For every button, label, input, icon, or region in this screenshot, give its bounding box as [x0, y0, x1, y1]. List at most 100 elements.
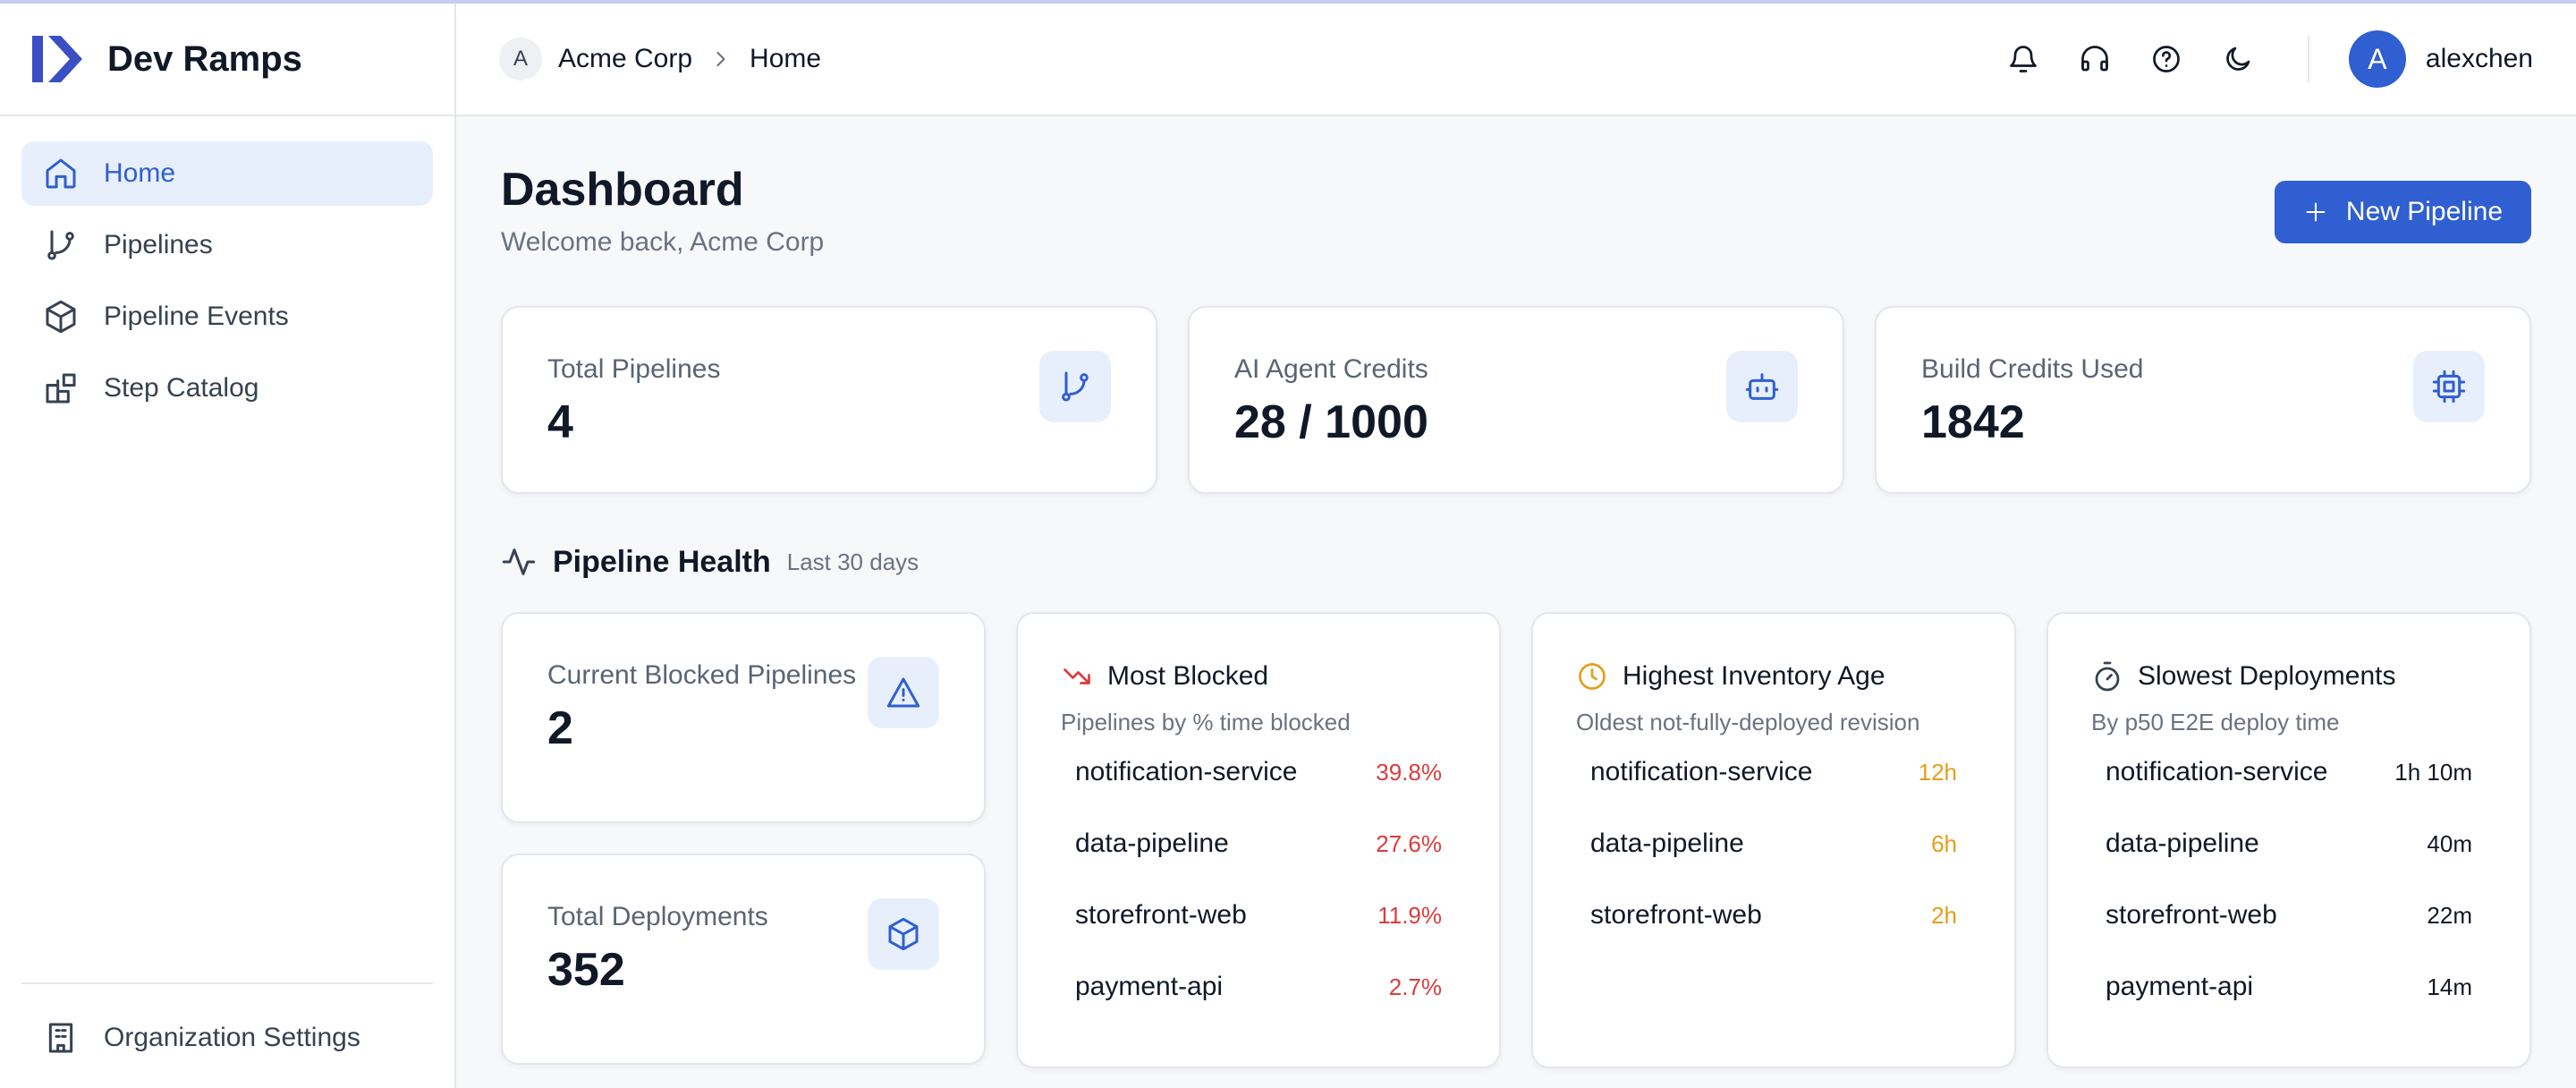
metric-value: 2h: [1931, 901, 1957, 929]
page-subtitle: Welcome back, Acme Corp: [501, 227, 825, 257]
icon: [46, 373, 76, 404]
stat-card: Build Credits Used 1842: [1875, 306, 2531, 494]
list-row[interactable]: storefront-web 2h: [1576, 880, 1971, 951]
icon: [47, 230, 74, 260]
user-menu[interactable]: A alexchen: [2348, 30, 2533, 88]
nav-label: Pipeline Events: [104, 302, 289, 331]
divider: [2307, 36, 2309, 82]
stat-card: Current Blocked Pipelines 2: [501, 612, 986, 823]
settings-link[interactable]: Organization Settings: [21, 982, 433, 1088]
metric-value: 27.6%: [1376, 829, 1442, 857]
stat-value: 1842: [1921, 396, 2025, 448]
list-title-text: Highest Inventory Age: [1623, 661, 1885, 691]
nav-label: Pipelines: [104, 230, 213, 259]
stat-icon: [1039, 351, 1111, 422]
pipeline-name: storefront-web: [2106, 900, 2277, 930]
new-pipeline-button[interactable]: New Pipeline: [2274, 181, 2531, 243]
list-row[interactable]: notification-service 1h 10m: [2091, 736, 2487, 808]
pipeline-name: data-pipeline: [2106, 829, 2259, 858]
list-card: Most Blocked Pipelines by % time blocked n…: [1016, 612, 1501, 1068]
list-subtitle: By p50 E2E deploy time: [2091, 709, 2340, 735]
pipeline-name: payment-api: [1075, 972, 1224, 1001]
list-row[interactable]: payment-api 14m: [2091, 951, 2487, 1023]
breadcrumb[interactable]: Acme Corp: [558, 44, 693, 73]
sidebar: Dev Ramps Home Pipelines Pipeline Events…: [0, 4, 456, 1088]
nav-label: Home: [104, 158, 176, 188]
pipeline-name: storefront-web: [1075, 900, 1247, 930]
metric-value: 39.8%: [1376, 758, 1442, 786]
title-block: Dashboard Welcome back, Acme Corp: [501, 163, 824, 270]
list-row[interactable]: storefront-web 22m: [2091, 880, 2487, 951]
metric-value: 1h 10m: [2394, 758, 2472, 786]
list-row[interactable]: data-pipeline 40m: [2091, 808, 2487, 880]
nav-item[interactable]: Step Catalog: [21, 356, 433, 421]
list-subtitle: Pipelines by % time blocked: [1061, 709, 1351, 735]
button-label: New Pipeline: [2345, 197, 2503, 226]
icon: [2091, 660, 2123, 693]
list-row[interactable]: data-pipeline 27.6%: [1061, 808, 1456, 880]
metric-value: 6h: [1931, 829, 1957, 857]
pipeline-name: payment-api: [2106, 972, 2254, 1001]
stat-card: Total Pipelines 4: [501, 306, 1157, 494]
pipeline-name: notification-service: [1590, 757, 1813, 786]
icon: [1061, 660, 1093, 693]
help[interactable]: [2150, 43, 2182, 75]
breadcrumb[interactable]: Home: [750, 44, 822, 73]
stat-value: 2: [547, 702, 573, 754]
pipeline-name: notification-service: [2106, 757, 2328, 786]
stat-label: Current Blocked Pipelines: [547, 660, 857, 690]
stat-card: AI Agent Credits 28 / 1000: [1188, 306, 1844, 494]
settings-label: Organization Settings: [104, 1023, 360, 1052]
chevron: [716, 51, 725, 67]
header-actions: A alexchen: [2007, 30, 2533, 88]
metric-value: 40m: [2427, 829, 2472, 857]
list-row[interactable]: data-pipeline 6h: [1576, 808, 1971, 880]
theme-toggle[interactable]: [2222, 43, 2254, 75]
metric-value: 2.7%: [1388, 973, 1442, 1000]
list-card: Highest Inventory Age Oldest not-fully-de…: [1531, 612, 2016, 1068]
list-card: Slowest Deployments By p50 E2E deploy tim…: [2046, 612, 2531, 1068]
support[interactable]: [2079, 43, 2111, 75]
list-title: Slowest Deployments: [2091, 660, 2487, 693]
brand[interactable]: Dev Ramps: [0, 4, 454, 116]
user-avatar: A: [2348, 30, 2406, 88]
list-row[interactable]: notification-service 39.8%: [1061, 736, 1456, 808]
section-header: Pipeline Health Last 30 days: [501, 539, 2531, 585]
stat-label: Build Credits Used: [1921, 354, 2144, 384]
user-name: alexchen: [2425, 44, 2533, 73]
list-subtitle: Oldest not-fully-deployed revision: [1576, 709, 1920, 735]
list-title: Most Blocked: [1061, 660, 1456, 693]
stat-label: Total Deployments: [547, 902, 768, 931]
stat-card: Total Deployments 352: [501, 854, 986, 1065]
stat-value: 4: [547, 396, 573, 448]
page-title: Dashboard: [501, 164, 744, 216]
org-avatar[interactable]: A: [499, 38, 542, 81]
nav-item[interactable]: Pipelines: [21, 213, 433, 277]
stat-value: 352: [547, 944, 625, 996]
notifications[interactable]: [2007, 43, 2039, 75]
nav-item[interactable]: Pipeline Events: [21, 285, 433, 349]
list-title: Highest Inventory Age: [1576, 660, 1971, 693]
nav-label: Step Catalog: [104, 373, 259, 403]
list-row[interactable]: notification-service 12h: [1576, 736, 1971, 808]
stats: Total Pipelines 4 AI Agent Credits 28 / 10…: [501, 306, 2531, 494]
page-header: Dashboard Welcome back, Acme Corp New Pi…: [501, 163, 2531, 270]
metric-value: 12h: [1918, 758, 1957, 786]
icon: [2306, 202, 2326, 222]
list-row[interactable]: payment-api 2.7%: [1061, 951, 1456, 1023]
list-row[interactable]: storefront-web 11.9%: [1061, 880, 1456, 951]
pipeline-name: data-pipeline: [1590, 829, 1744, 858]
pipeline-name: notification-service: [1075, 757, 1298, 786]
icon: [46, 300, 76, 334]
nav-item[interactable]: Home: [21, 141, 433, 206]
metric-value: 22m: [2427, 901, 2472, 929]
icon: [48, 1023, 73, 1053]
icon: [46, 158, 76, 189]
summary-column: Current Blocked Pipelines 2 Total Deploym…: [501, 612, 986, 1068]
pipeline-name: storefront-web: [1590, 900, 1762, 930]
header: A Acme Corp Home A alexchen: [456, 4, 2576, 116]
list-title-text: Slowest Deployments: [2138, 661, 2396, 691]
